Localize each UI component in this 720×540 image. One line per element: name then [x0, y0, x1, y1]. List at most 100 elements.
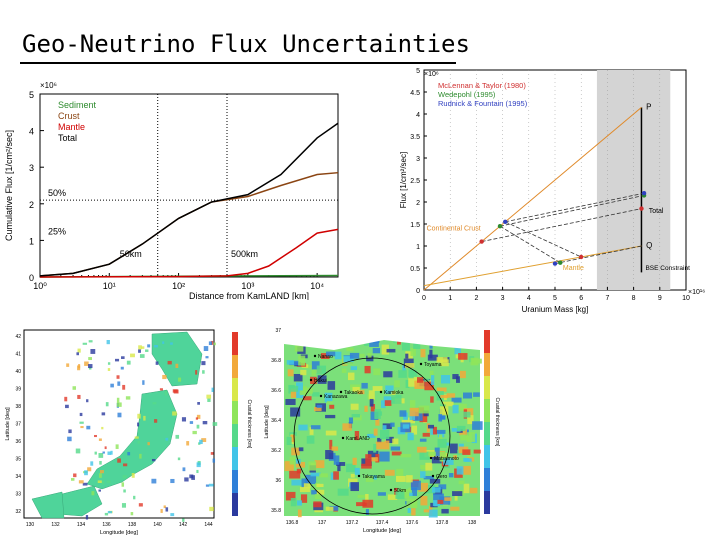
map-cell [424, 381, 434, 391]
map-cell [405, 379, 410, 388]
map-cell [195, 370, 198, 375]
place-label: Kamioka [384, 390, 404, 396]
map-cell [303, 396, 312, 401]
map-cell [107, 451, 112, 455]
place-marker [313, 354, 317, 358]
map-cell [325, 430, 337, 436]
place-marker [389, 488, 393, 492]
map-cell [138, 345, 142, 350]
lat-tick: 42 [15, 334, 21, 340]
map-cell [94, 434, 97, 438]
map-cell [137, 422, 140, 427]
map-cell [390, 422, 395, 427]
lon-tick: 144 [204, 522, 213, 528]
map-cell [189, 421, 194, 424]
y-tick-label: 0 [416, 288, 420, 295]
map-cell [425, 462, 433, 471]
map-cell [110, 383, 114, 388]
map-cell [446, 442, 451, 446]
map-cell [336, 462, 346, 466]
x-multiplier: ×10¹⁶ [688, 289, 705, 296]
map-cell [473, 392, 480, 397]
map-cell [130, 512, 134, 516]
map-cell [456, 425, 466, 432]
map-cell [384, 440, 390, 450]
map-cell [433, 493, 444, 501]
map-cell [369, 398, 374, 407]
lon-tick: 136 [102, 522, 111, 528]
map-cell [72, 386, 77, 390]
map-cell [462, 449, 471, 455]
map-cell [414, 380, 425, 389]
map-cell [387, 494, 398, 500]
map-cell [423, 475, 434, 480]
lon-tick: 138 [468, 520, 477, 526]
map-cell [300, 494, 308, 503]
map-cell [202, 420, 208, 425]
x-tick-label: 5 [553, 295, 557, 302]
map-cell [350, 473, 355, 478]
map-cell [392, 438, 399, 445]
map-cell [170, 478, 175, 484]
y-tick-label: 2 [29, 200, 34, 210]
lon-tick: 140 [153, 522, 162, 528]
map-cell [70, 478, 75, 481]
x-tick-label: 7 [605, 295, 609, 302]
map-cell [399, 410, 407, 417]
map-cell [370, 403, 376, 412]
map-cell [384, 400, 392, 406]
map-cell [170, 342, 173, 345]
map-cell [301, 478, 308, 488]
map-cell [205, 356, 209, 359]
annotation-50pct: 50% [48, 188, 66, 198]
map-cell [117, 458, 121, 463]
map-cell [371, 457, 378, 462]
map-cell [211, 387, 214, 393]
map-cell [349, 352, 360, 359]
map-cell [430, 427, 435, 435]
map-cell [137, 413, 141, 419]
map-cell [469, 487, 478, 494]
map-cell [79, 421, 84, 424]
map-cell [395, 475, 406, 482]
map-cell [151, 478, 157, 484]
map-cell [77, 348, 81, 353]
map-cell [361, 463, 372, 469]
map-cell [357, 353, 365, 358]
connector-line [499, 195, 645, 227]
map-cell [471, 358, 482, 364]
map-cell [80, 426, 84, 429]
map-cell [367, 353, 372, 358]
data-point [552, 261, 558, 266]
map-cell [167, 360, 172, 365]
map-cell [212, 422, 218, 426]
map-cell [452, 374, 459, 380]
map-cell [162, 374, 167, 380]
map-cell [420, 469, 426, 478]
map-cell [375, 441, 385, 450]
lon-tick: 138 [128, 522, 137, 528]
map-cell [413, 411, 423, 421]
map-cell [337, 488, 349, 496]
map-cell [203, 346, 209, 351]
map-cell [125, 396, 131, 400]
map-cell [461, 465, 471, 475]
map-cell [324, 392, 333, 403]
map-cell [126, 360, 131, 365]
map-cell [346, 463, 356, 473]
lat-tick: 40 [15, 369, 21, 375]
map-cell [405, 353, 409, 359]
map-cell [102, 451, 105, 454]
x-tick-label: 8 [632, 295, 636, 302]
map-cell [147, 344, 151, 348]
map-cell [114, 358, 120, 362]
map-cell [410, 347, 416, 357]
y-tick-label: 3 [29, 163, 34, 173]
map-cell [327, 381, 336, 390]
map-cell [432, 426, 437, 435]
map-cell [86, 425, 91, 430]
map-cell [337, 462, 341, 472]
lon-tick: 137.2 [346, 520, 359, 526]
colorbar-segment [484, 491, 490, 514]
